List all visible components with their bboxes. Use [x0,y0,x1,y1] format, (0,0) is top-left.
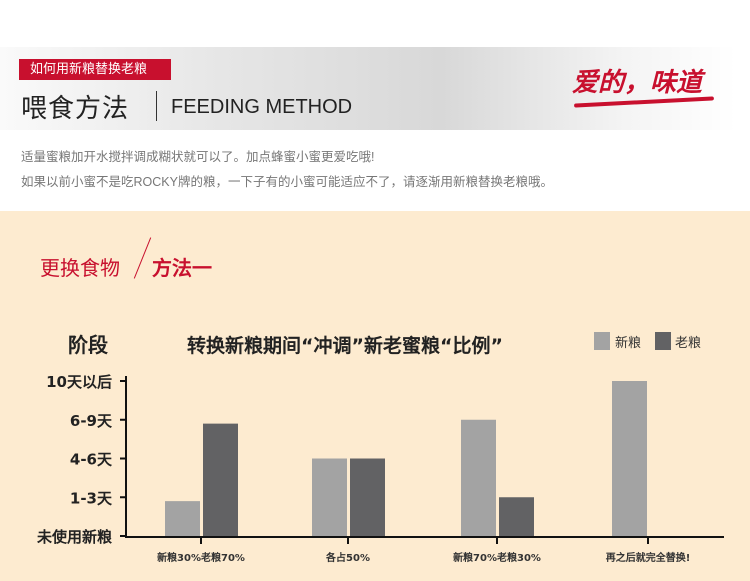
y-tick-label: 未使用新粮 [36,528,113,546]
section-title: 更换食物 [40,256,120,280]
x-tick-label: 新粮30%老粮70% [157,551,245,564]
x-tick-label: 新粮70%老粮30% [453,551,541,564]
bar-old [499,497,534,536]
bar-chart: 阶段 转换新粮期间“冲调”新老蜜粮“比例” 新粮 老粮 未使用新粮 1-3天 4-6… [36,332,724,564]
description-line: 如果以前小蜜不是吃ROCKY牌的粮，一下子有的小蜜可能适应不了，请逐渐用新粮替换… [21,175,553,189]
bar-old [350,458,385,536]
bar-new [461,419,496,536]
brand-slogan-logo: 爱的，味道 [572,68,703,98]
bar-new [312,458,347,536]
page-title-english: FEEDING METHOD [171,96,353,118]
legend-swatch-new [594,332,610,350]
y-tick-label: 1-3天 [70,489,113,507]
x-tick-label: 再之后就完全替换! [606,551,691,564]
legend-swatch-old [655,332,671,350]
legend-label-new: 新粮 [615,335,641,351]
y-tick-label: 6-9天 [70,412,113,430]
x-tick-label: 各占50% [325,551,370,564]
bar-new [612,381,647,536]
y-tick-label: 10天以后 [46,373,112,391]
y-tick-label: 4-6天 [70,451,113,469]
title-divider [156,91,157,121]
section-subtitle: 方法一 [152,256,212,280]
legend-label-old: 老粮 [675,336,701,351]
y-axis-label: 阶段 [68,333,108,357]
page-title: 喂食方法 [21,94,130,124]
header-tag: 如何用新粮替换老粮 [19,59,171,80]
chart-title: 转换新粮期间“冲调”新老蜜粮“比例” [187,334,503,357]
bar-new [165,501,200,536]
description-line: 适量蜜粮加开水搅拌调成糊状就可以了。加点蜂蜜小蜜更爱吃哦! [21,150,375,164]
bar-old [203,423,238,536]
